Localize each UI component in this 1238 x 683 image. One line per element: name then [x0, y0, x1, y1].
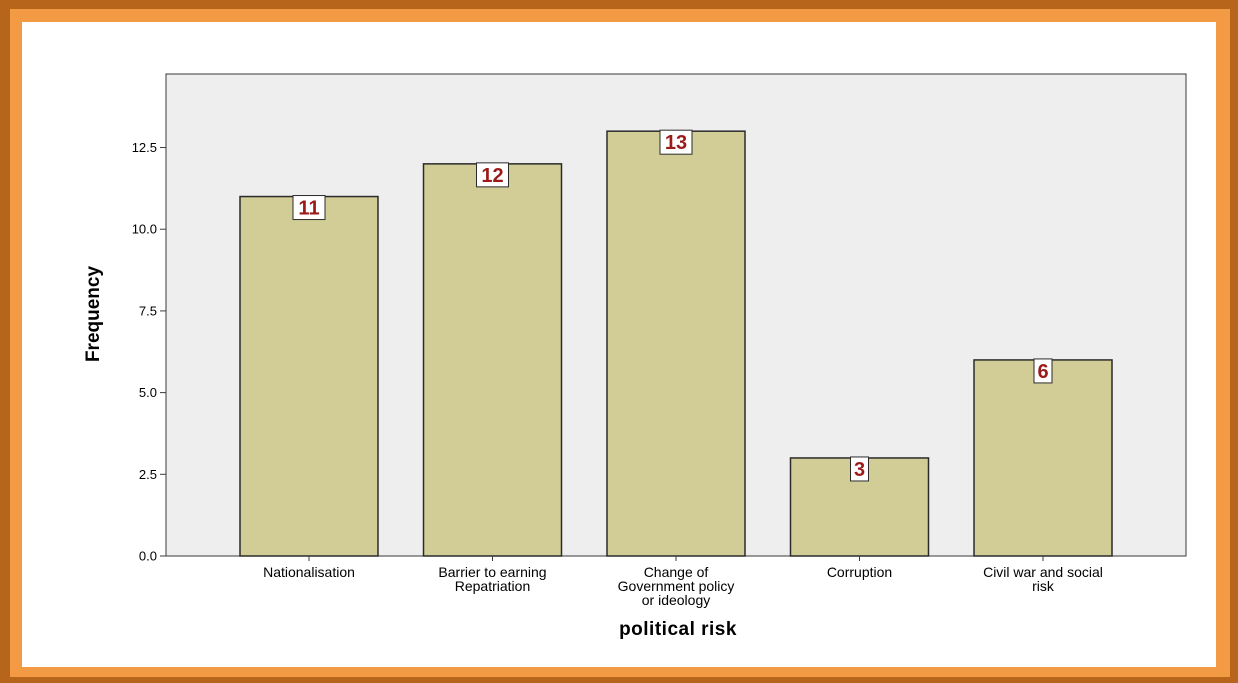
y-tick-label: 5.0	[139, 385, 157, 400]
x-tick-label: Barrier to earning	[438, 564, 546, 580]
y-tick-label: 0.0	[139, 549, 157, 564]
x-tick-label: or ideology	[642, 592, 711, 608]
y-tick-label: 7.5	[139, 303, 157, 318]
orange-border: 0.0 2.5 5.0 7.5 10.0 12.5 11 12 13 3 6 Nationalis…	[10, 9, 1230, 677]
x-axis-title: political risk	[619, 619, 737, 640]
data-label: 11	[298, 198, 319, 220]
bar-chart: 0.0 2.5 5.0 7.5 10.0 12.5 11 12 13 3 6 Nationalis…	[83, 73, 1187, 640]
y-tick-label: 2.5	[139, 467, 157, 482]
bar	[973, 359, 1113, 557]
x-tick-label: risk	[1032, 578, 1055, 594]
chart-panel: 0.0 2.5 5.0 7.5 10.0 12.5 11 12 13 3 6 Nationalis…	[22, 22, 1216, 667]
y-tick-label: 12.5	[132, 140, 157, 155]
bar	[239, 195, 379, 557]
data-label: 6	[1037, 361, 1048, 383]
x-tick-label: Change of	[644, 564, 709, 580]
data-label-box	[850, 456, 869, 482]
y-axis-title: Frequency	[83, 266, 104, 363]
data-label-box	[476, 162, 509, 188]
x-tick-label: Civil war and social	[983, 564, 1103, 580]
x-tick-label: Corruption	[827, 564, 892, 580]
data-label-box	[1033, 358, 1053, 384]
x-tick-labels: Nationalisation Barrier to earningRepatri…	[263, 564, 1103, 608]
x-tick-label: Repatriation	[455, 578, 531, 594]
data-label: 12	[481, 165, 503, 187]
bar	[606, 130, 746, 557]
data-label-box	[659, 129, 693, 155]
x-tick-label: Government policy	[618, 578, 735, 594]
bars: 11 12 13 3 6	[239, 129, 1113, 561]
bar	[422, 163, 563, 557]
data-label: 13	[665, 132, 687, 154]
y-ticks: 0.0 2.5 5.0 7.5 10.0 12.5	[132, 140, 166, 564]
x-tick-label: Nationalisation	[263, 564, 355, 580]
data-label: 3	[854, 459, 865, 481]
data-label-box	[292, 195, 326, 221]
y-tick-label: 10.0	[132, 222, 157, 237]
